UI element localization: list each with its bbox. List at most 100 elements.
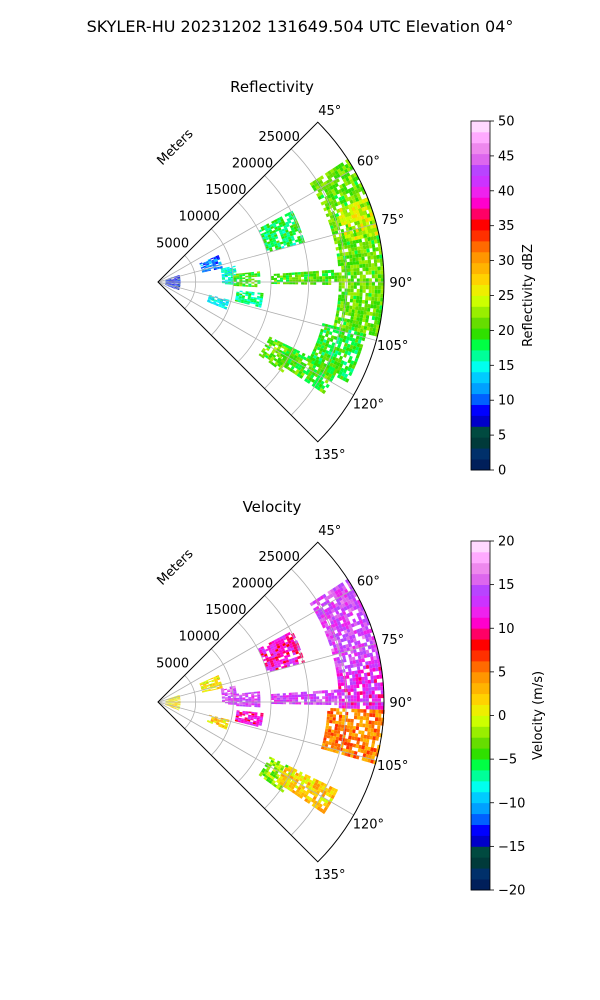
echo-cell xyxy=(216,300,220,302)
echo-cell xyxy=(338,616,343,622)
echo-cell xyxy=(288,784,293,789)
echo-cell xyxy=(285,221,289,225)
echo-cell xyxy=(177,696,181,698)
echo-cell xyxy=(352,681,357,685)
echo-cell xyxy=(368,285,372,290)
echo-cell xyxy=(328,279,332,282)
echo-cell xyxy=(251,293,255,296)
echo-cell xyxy=(276,645,281,649)
echo-cell xyxy=(371,694,375,699)
echo-cell xyxy=(205,270,209,272)
echo-cell xyxy=(336,621,342,626)
echo-cell xyxy=(248,697,252,699)
echo-cell xyxy=(236,694,240,697)
echo-cell xyxy=(325,696,329,700)
echo-cell xyxy=(221,693,225,696)
echo-cell xyxy=(331,203,336,208)
echo-cell xyxy=(283,645,287,649)
echo-cell xyxy=(202,262,206,265)
echo-cell xyxy=(337,297,342,302)
echo-cell xyxy=(255,724,259,727)
echo-cell xyxy=(355,201,360,206)
colorbar-segment xyxy=(471,617,490,629)
echo-cell xyxy=(290,639,295,643)
echo-cell xyxy=(311,360,316,365)
echo-cell xyxy=(365,296,369,301)
echo-cell xyxy=(200,685,204,688)
echo-cell xyxy=(362,241,366,246)
colorbar-segment xyxy=(471,660,490,673)
echo-cell xyxy=(377,285,381,290)
echo-cell xyxy=(227,695,231,698)
echo-cell xyxy=(351,337,356,343)
echo-cell xyxy=(215,304,219,307)
echo-cell xyxy=(328,282,332,285)
range-tick-label: 10000 xyxy=(179,630,220,645)
echo-cell xyxy=(347,223,352,228)
echo-cell xyxy=(336,588,342,594)
echo-cell xyxy=(352,254,356,259)
echo-cell xyxy=(340,304,344,308)
echo-cell xyxy=(299,771,303,776)
echo-cell xyxy=(362,245,367,250)
echo-cell xyxy=(339,199,344,205)
echo-cell xyxy=(316,699,320,702)
echo-cell xyxy=(342,644,347,649)
echo-cell xyxy=(207,720,211,722)
echo-cell xyxy=(365,244,370,249)
echo-cell xyxy=(276,340,281,344)
echo-cell xyxy=(350,630,355,636)
echo-cell xyxy=(378,709,382,714)
echo-cell xyxy=(274,770,279,774)
echo-cell xyxy=(352,645,356,650)
echo-cell xyxy=(377,278,381,282)
echo-cell xyxy=(171,699,175,701)
echo-cell xyxy=(353,592,358,598)
echo-cell xyxy=(233,269,237,272)
echo-cell xyxy=(332,791,337,797)
echo-cell xyxy=(177,285,181,287)
echo-cell xyxy=(354,250,358,255)
echo-cell xyxy=(362,698,366,702)
echo-cell xyxy=(367,645,372,650)
echo-cell xyxy=(338,624,343,629)
echo-cell xyxy=(362,285,366,290)
echo-cell xyxy=(268,236,272,240)
echo-cell xyxy=(337,727,341,731)
echo-cell xyxy=(331,698,335,702)
echo-cell xyxy=(370,323,374,328)
echo-cell xyxy=(300,792,305,797)
echo-cell xyxy=(284,213,289,217)
colorbar-segment xyxy=(471,748,490,760)
echo-cell xyxy=(365,661,369,666)
echo-cell xyxy=(174,704,178,705)
echo-cell xyxy=(325,803,330,809)
range-tick-label: 20000 xyxy=(232,576,273,591)
echo-cell xyxy=(331,272,335,276)
echo-cell xyxy=(282,771,286,776)
echo-cell xyxy=(352,261,357,265)
echo-cell xyxy=(323,329,327,334)
echo-cell xyxy=(251,695,255,698)
echo-cell xyxy=(165,704,168,706)
echo-cell xyxy=(358,744,363,749)
echo-cell xyxy=(334,702,338,706)
echo-cell xyxy=(368,289,372,294)
echo-cell xyxy=(276,780,281,784)
echo-cell xyxy=(273,277,277,280)
echo-cell xyxy=(347,278,351,282)
echo-cell xyxy=(373,227,378,232)
echo-cell xyxy=(377,266,381,271)
echo-cell xyxy=(365,221,370,226)
echo-cell xyxy=(372,251,377,256)
echo-cell xyxy=(270,759,275,764)
echo-cell xyxy=(298,790,303,795)
echo-cell xyxy=(216,687,220,690)
echo-cell xyxy=(346,628,351,633)
echo-cell xyxy=(342,610,347,616)
echo-cell xyxy=(367,746,371,751)
echo-cell xyxy=(267,243,272,247)
echo-cell xyxy=(269,658,273,662)
echo-cell xyxy=(347,705,351,709)
echo-cell xyxy=(271,282,274,284)
